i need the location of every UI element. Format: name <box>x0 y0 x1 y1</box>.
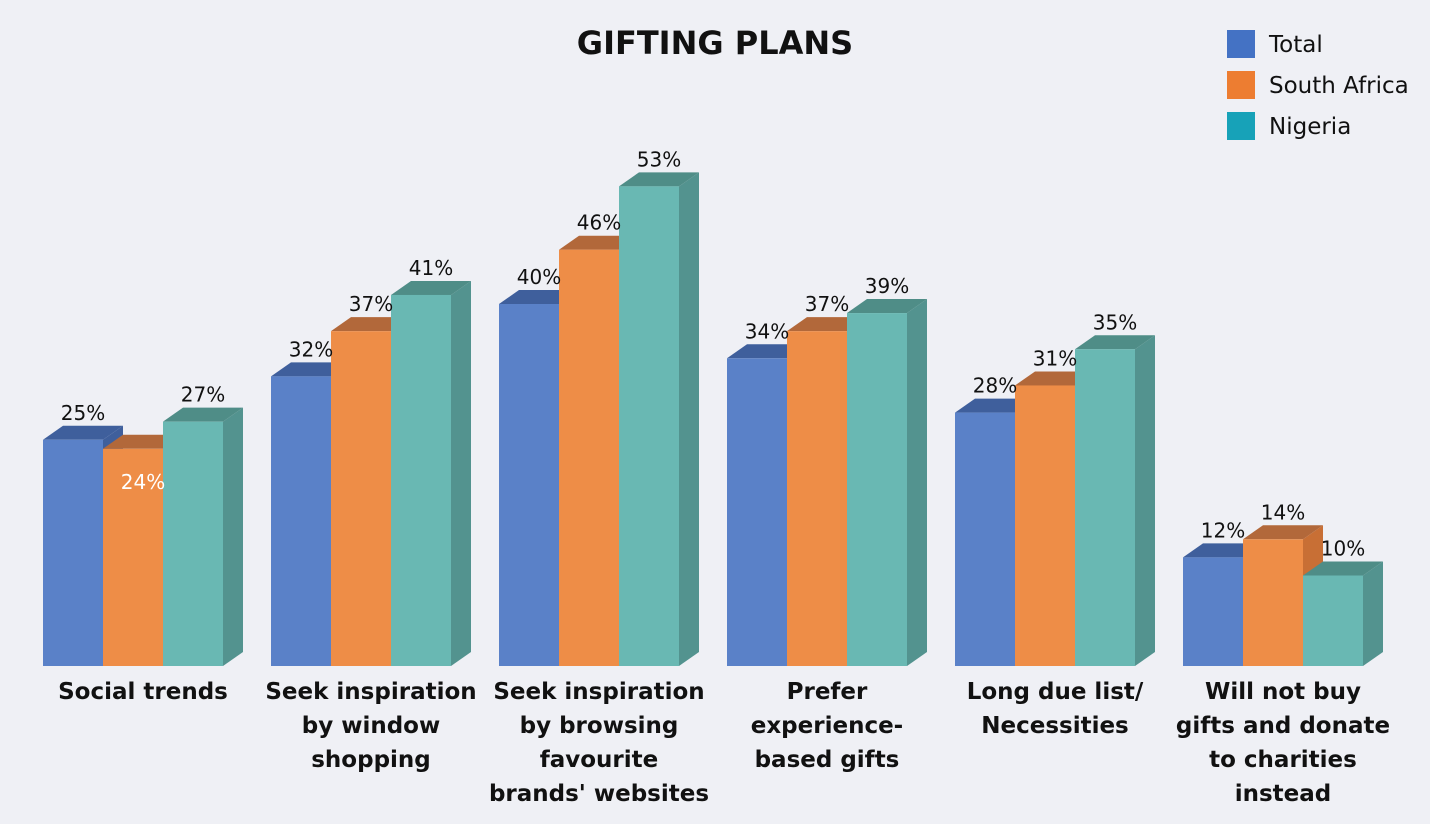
value-label-total-will-not-buy-gifts-and-donate-to-charities-instead: 12% <box>1201 518 1245 542</box>
bar-front <box>331 331 391 666</box>
bar-group-long-due-list-necessities <box>955 335 1155 666</box>
category-labels: Social trends Seek inspiration by window sh… <box>58 679 1390 807</box>
bar-top <box>619 172 699 187</box>
bar-front <box>43 439 103 666</box>
category-label-will-not-buy-gifts-and-donate-to-charities-instead-line-1: Will not buy <box>1205 679 1361 705</box>
bar-group-will-not-buy-gifts-and-donate-to-charities-instead <box>1183 525 1383 666</box>
bar-front <box>1243 539 1303 666</box>
value-label-south-africa-social-trends: 24% <box>121 470 165 494</box>
category-label-seek-inspiration-by-window-shopping-line-1: Seek inspiration <box>265 679 476 705</box>
bar-nigeria-prefer-experience-based-gifts <box>847 299 927 666</box>
bar-side <box>907 299 927 666</box>
bar-front <box>391 294 451 666</box>
legend-item-south-africa: South Africa <box>1227 71 1409 99</box>
bar-nigeria-seek-inspiration-by-browsing-favourite-brands-websites <box>619 172 699 666</box>
category-label-seek-inspiration-by-browsing-favourite-brands-websites-line-3: favourite <box>540 747 659 773</box>
bar-front <box>1183 557 1243 666</box>
bar-side <box>1363 561 1383 666</box>
category-label-seek-inspiration-by-window-shopping-line-2: by window <box>302 713 440 739</box>
bar-front <box>163 421 223 666</box>
value-label-south-africa-prefer-experience-based-gifts: 37% <box>805 292 849 316</box>
category-label-prefer-experience-based-gifts-line-1: Prefer <box>787 679 868 705</box>
value-label-total-prefer-experience-based-gifts: 34% <box>745 319 789 343</box>
bar-group-seek-inspiration-by-window-shopping <box>271 280 471 666</box>
bar-front <box>1303 575 1363 666</box>
bar-front <box>103 448 163 666</box>
value-label-total-seek-inspiration-by-browsing-favourite-brands-websites: 40% <box>517 265 561 289</box>
bar-group-prefer-experience-based-gifts <box>727 299 927 666</box>
legend-label-south-africa: South Africa <box>1269 73 1409 99</box>
value-label-south-africa-long-due-list-necessities: 31% <box>1033 346 1077 370</box>
value-labels: 25% 24% 27% 32% 37% 41% 40% 46% 53% 34% 37% 39% 28% 3… <box>61 147 1365 560</box>
value-label-total-social-trends: 25% <box>61 401 105 425</box>
bar-side <box>223 407 243 666</box>
category-label-seek-inspiration-by-browsing-favourite-brands-websites-line-1: Seek inspiration <box>493 679 704 705</box>
category-label-social-trends-line-1: Social trends <box>58 679 228 705</box>
value-label-nigeria-prefer-experience-based-gifts: 39% <box>865 274 909 298</box>
value-label-south-africa-will-not-buy-gifts-and-donate-to-charities-instead: 14% <box>1261 500 1305 524</box>
bar-front <box>787 331 847 666</box>
value-label-nigeria-seek-inspiration-by-window-shopping: 41% <box>409 256 453 280</box>
bar-front <box>559 249 619 666</box>
category-label-long-due-list-necessities-line-2: Necessities <box>981 713 1129 739</box>
bar-top <box>163 407 243 422</box>
legend-label-total: Total <box>1268 32 1323 58</box>
category-label-seek-inspiration-by-browsing-favourite-brands-websites-line-2: by browsing <box>520 713 679 739</box>
category-label-seek-inspiration-by-browsing-favourite-brands-websites-line-4: brands' websites <box>489 781 709 807</box>
bar-front <box>1015 385 1075 666</box>
bars <box>43 172 1383 666</box>
bar-side <box>1135 335 1155 666</box>
category-label-will-not-buy-gifts-and-donate-to-charities-instead-line-3: to charities <box>1209 747 1357 773</box>
legend-item-total: Total <box>1227 30 1323 58</box>
bar-top <box>1303 561 1383 576</box>
value-label-nigeria-social-trends: 27% <box>181 383 225 407</box>
bar-front <box>727 358 787 666</box>
legend-label-nigeria: Nigeria <box>1269 114 1351 140</box>
bar-front <box>1075 349 1135 666</box>
value-label-total-seek-inspiration-by-window-shopping: 32% <box>289 337 333 361</box>
bar-front <box>847 313 907 666</box>
category-label-prefer-experience-based-gifts-line-2: experience- <box>751 713 903 739</box>
value-label-south-africa-seek-inspiration-by-browsing-favourite-brands-websites: 46% <box>577 211 621 235</box>
bar-top <box>43 425 123 440</box>
category-label-will-not-buy-gifts-and-donate-to-charities-instead-line-4: instead <box>1235 781 1332 807</box>
chart-title: GIFTING PLANS <box>577 24 853 62</box>
category-label-prefer-experience-based-gifts-line-3: based gifts <box>755 747 900 773</box>
category-label-will-not-buy-gifts-and-donate-to-charities-instead-line-2: gifts and donate <box>1176 713 1390 739</box>
bar-front <box>955 412 1015 666</box>
bar-nigeria-seek-inspiration-by-window-shopping <box>391 280 471 666</box>
bar-front <box>619 186 679 666</box>
bar-top <box>391 280 471 295</box>
bar-top <box>1243 525 1323 540</box>
value-label-nigeria-seek-inspiration-by-browsing-favourite-brands-websites: 53% <box>637 147 681 171</box>
bar-side <box>451 280 471 666</box>
bar-group-seek-inspiration-by-browsing-favourite-brands-websites <box>499 172 699 666</box>
bar-group-social-trends <box>43 407 243 666</box>
value-label-total-long-due-list-necessities: 28% <box>973 374 1017 398</box>
bar-top <box>1075 335 1155 350</box>
bar-side <box>679 172 699 666</box>
legend-item-nigeria: Nigeria <box>1227 112 1351 140</box>
bar-front <box>271 376 331 666</box>
legend-swatch-south-africa <box>1227 71 1255 99</box>
legend-swatch-total <box>1227 30 1255 58</box>
value-label-nigeria-will-not-buy-gifts-and-donate-to-charities-instead: 10% <box>1321 537 1365 561</box>
category-label-seek-inspiration-by-window-shopping-line-3: shopping <box>311 747 431 773</box>
legend-swatch-nigeria <box>1227 112 1255 140</box>
bar-nigeria-long-due-list-necessities <box>1075 335 1155 666</box>
value-label-nigeria-long-due-list-necessities: 35% <box>1093 310 1137 334</box>
bar-top <box>847 299 927 314</box>
bar-nigeria-social-trends <box>163 407 243 666</box>
legend: Total South Africa Nigeria <box>1227 30 1409 140</box>
category-label-long-due-list-necessities-line-1: Long due list/ <box>967 679 1144 705</box>
bar-front <box>499 304 559 666</box>
value-label-south-africa-seek-inspiration-by-window-shopping: 37% <box>349 292 393 316</box>
bar-nigeria-will-not-buy-gifts-and-donate-to-charities-instead <box>1303 561 1383 666</box>
